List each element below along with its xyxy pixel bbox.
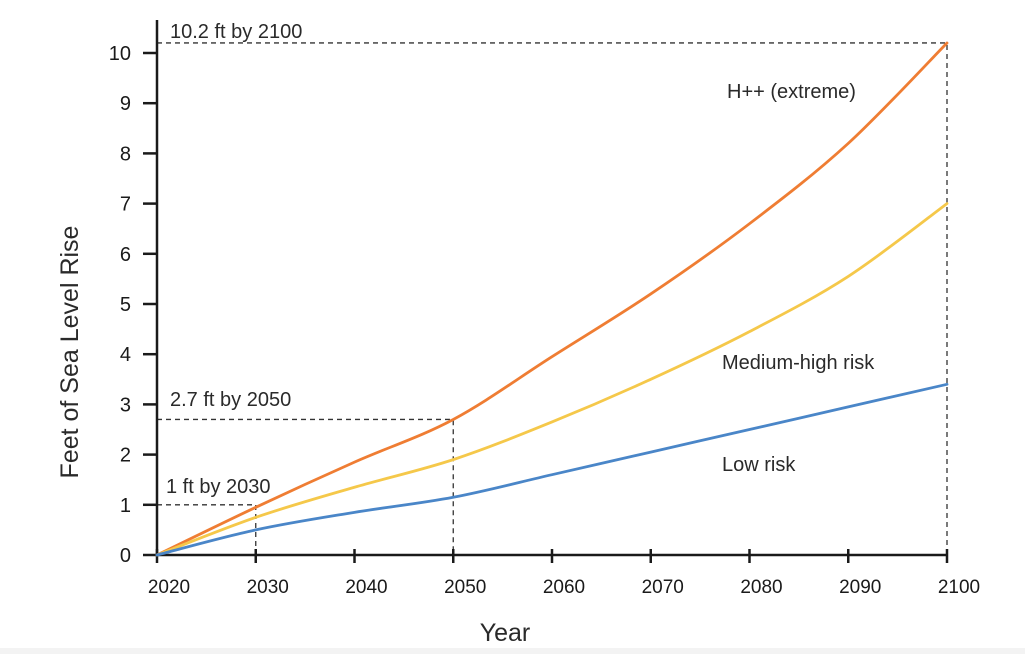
- annotation-label: 2.7 ft by 2050: [170, 389, 291, 411]
- y-tick-label: 9: [120, 93, 131, 115]
- series-labels: H++ (extreme) Medium-high risk Low risk: [722, 81, 875, 476]
- x-tick-label: 2060: [543, 577, 585, 598]
- y-axis-title: Feet of Sea Level Rise: [56, 226, 84, 479]
- y-tick-label: 1: [120, 495, 131, 517]
- y-tick-label: 10: [109, 43, 131, 65]
- y-tick-label: 5: [120, 294, 131, 316]
- y-tick-label: 8: [120, 143, 131, 165]
- y-ticks: 0 1 2 3 4 5 6 7 8 9 10: [109, 43, 157, 567]
- series-label: Low risk: [722, 454, 796, 476]
- y-tick-label: 0: [120, 545, 131, 567]
- x-tick-label: 2050: [444, 577, 486, 598]
- y-tick-label: 7: [120, 194, 131, 216]
- x-tick-label: 2030: [247, 577, 289, 598]
- x-tick-label: 2100: [938, 577, 980, 598]
- series-label: Medium-high risk: [722, 352, 875, 374]
- x-tick-label: 2040: [345, 577, 387, 598]
- y-tick-label: 6: [120, 244, 131, 266]
- annotation-label: 10.2 ft by 2100: [170, 21, 302, 43]
- series-line-low-risk: [155, 382, 949, 557]
- series-label: H++ (extreme): [727, 81, 856, 103]
- y-tick-label: 3: [120, 394, 131, 416]
- annotation-guide-line: [157, 42, 948, 555]
- series-line-medium-high-risk: [155, 202, 949, 557]
- series-lines: [155, 41, 949, 557]
- y-tick-label: 4: [120, 344, 131, 366]
- x-ticks: 2020 2030 2040 2050 2060 2070 2080 2090 2100: [148, 549, 980, 598]
- x-tick-label: 2090: [839, 577, 881, 598]
- annotation-label: 1 ft by 2030: [166, 476, 271, 498]
- x-tick-label: 2020: [148, 577, 190, 598]
- annotation-guides: [157, 42, 948, 555]
- x-tick-label: 2080: [740, 577, 782, 598]
- y-tick-label: 2: [120, 445, 131, 467]
- bottom-rule: [0, 648, 1025, 654]
- x-axis-title: Year: [480, 619, 531, 647]
- annotation-labels: 10.2 ft by 2100 2.7 ft by 2050 1 ft by 203…: [166, 21, 302, 498]
- series-line-h-extreme: [155, 41, 949, 557]
- x-tick-label: 2070: [642, 577, 684, 598]
